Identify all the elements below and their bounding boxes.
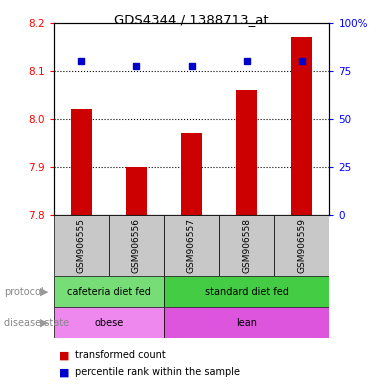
Text: ▶: ▶ <box>40 318 48 328</box>
Bar <box>236 90 257 215</box>
Text: GSM906559: GSM906559 <box>297 218 306 273</box>
Bar <box>164 215 219 276</box>
Text: GSM906558: GSM906558 <box>242 218 251 273</box>
Text: percentile rank within the sample: percentile rank within the sample <box>75 367 240 377</box>
Bar <box>291 37 312 215</box>
Bar <box>109 215 164 276</box>
Bar <box>219 215 274 276</box>
Text: standard diet fed: standard diet fed <box>205 287 288 297</box>
Bar <box>126 167 147 215</box>
Bar <box>54 307 164 338</box>
Text: ▶: ▶ <box>40 287 48 297</box>
Bar <box>274 215 329 276</box>
Bar <box>164 276 329 307</box>
Text: GSM906555: GSM906555 <box>77 218 86 273</box>
Text: lean: lean <box>236 318 257 328</box>
Bar <box>181 133 202 215</box>
Text: cafeteria diet fed: cafeteria diet fed <box>67 287 151 297</box>
Text: GDS4344 / 1388713_at: GDS4344 / 1388713_at <box>114 13 269 26</box>
Text: protocol: protocol <box>4 287 43 297</box>
Text: disease state: disease state <box>4 318 69 328</box>
Bar <box>71 109 92 215</box>
Text: GSM906557: GSM906557 <box>187 218 196 273</box>
Text: GSM906556: GSM906556 <box>132 218 141 273</box>
Text: ■: ■ <box>59 367 70 377</box>
Text: obese: obese <box>94 318 123 328</box>
Bar <box>164 307 329 338</box>
Text: ■: ■ <box>59 350 70 360</box>
Bar <box>54 215 109 276</box>
Bar <box>54 276 164 307</box>
Text: transformed count: transformed count <box>75 350 165 360</box>
